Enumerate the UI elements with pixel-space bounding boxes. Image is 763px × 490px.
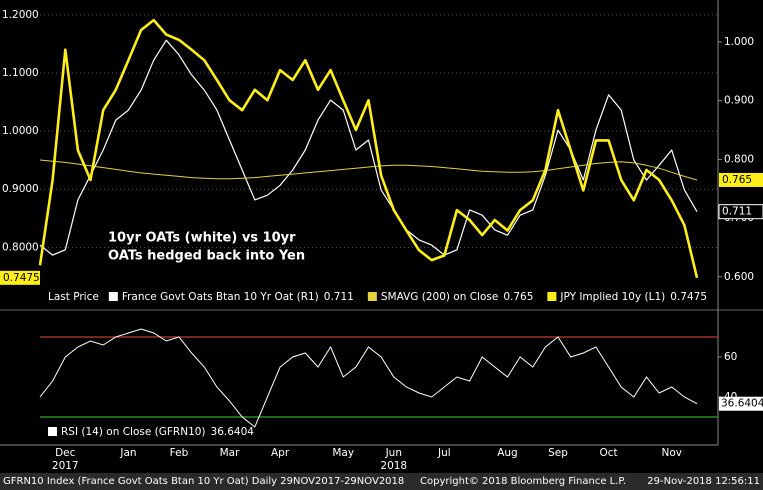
y-tick-label: 1.2000 xyxy=(2,9,39,21)
y2-tick-label: 0.800 xyxy=(724,153,754,165)
last-value-box xyxy=(0,270,40,285)
y-tick-label: 1.1000 xyxy=(2,67,39,79)
footer-right: 29-Nov-2018 12:56:11 xyxy=(647,476,760,487)
annotation: OATs hedged back into Yen xyxy=(108,249,305,264)
legend-entry: JPY Implied 10y (L1) xyxy=(559,291,665,303)
legend-value: 0.711 xyxy=(324,291,354,303)
last-value-label: 0.765 xyxy=(722,174,752,186)
legend-entry: RSI (14) on Close (GFRN10) xyxy=(61,426,206,438)
series-line xyxy=(38,18,699,279)
x-tick-label: Feb xyxy=(170,447,189,459)
footer-center: Copyright© 2018 Bloomberg Finance L.P. xyxy=(420,476,626,487)
last-value-label: 0.7475 xyxy=(3,272,40,284)
legend-entry: France Govt Oats Btan 10 Yr Oat (R1) xyxy=(122,291,319,303)
legend-entry: SMAVG (200) on Close xyxy=(381,291,498,303)
y2-tick-label: 0.600 xyxy=(724,271,754,283)
x-year-label: 2017 xyxy=(52,460,79,472)
last-value-label: 0.711 xyxy=(722,206,752,218)
footer-bar xyxy=(0,473,763,490)
legend-value: 0.765 xyxy=(503,291,533,303)
x-tick-label: Dec xyxy=(55,447,76,459)
series-line xyxy=(39,159,698,181)
last-value-box xyxy=(718,204,763,220)
y2-tick-label: 1.000 xyxy=(724,36,754,48)
legend-swatch xyxy=(48,427,57,436)
y-tick-label: 1.0000 xyxy=(2,125,39,137)
x-tick-label: Sep xyxy=(548,447,568,459)
footer-left: GFRN10 Index (France Govt Oats Btan 10 Y… xyxy=(3,476,404,487)
legend-value: 36.6404 xyxy=(211,426,255,438)
y2-tick-label: 0.900 xyxy=(724,95,754,107)
x-tick-label: May xyxy=(332,447,354,459)
x-tick-label: Apr xyxy=(271,447,290,459)
y-tick-label: 0.9000 xyxy=(2,183,39,195)
last-value-box xyxy=(719,396,763,411)
x-tick-label: Nov xyxy=(661,447,682,459)
last-value-box xyxy=(719,172,763,187)
y-tick-label: 0.8000 xyxy=(2,241,39,253)
legend-swatch xyxy=(108,292,118,301)
x-tick-label: Jan xyxy=(119,447,136,459)
rsi-line xyxy=(39,328,698,428)
x-tick-label: Jun xyxy=(385,447,402,459)
series-line xyxy=(39,39,698,256)
x-tick-label: Oct xyxy=(599,447,617,459)
x-tick-label: Aug xyxy=(497,447,518,459)
legend-swatch xyxy=(547,292,557,301)
x-tick-label: Mar xyxy=(220,447,240,459)
x-tick-label: Jul xyxy=(437,447,451,459)
x-year-label: 2018 xyxy=(380,460,407,472)
legend-title: Last Price xyxy=(48,291,99,303)
last-value-label: 36.6404 xyxy=(721,398,763,410)
legend-value: 0.7475 xyxy=(670,291,707,303)
y-tick-label: 60 xyxy=(724,351,737,363)
annotation: 10yr OATs (white) vs 10yr xyxy=(108,231,296,246)
legend-swatch xyxy=(367,292,377,301)
